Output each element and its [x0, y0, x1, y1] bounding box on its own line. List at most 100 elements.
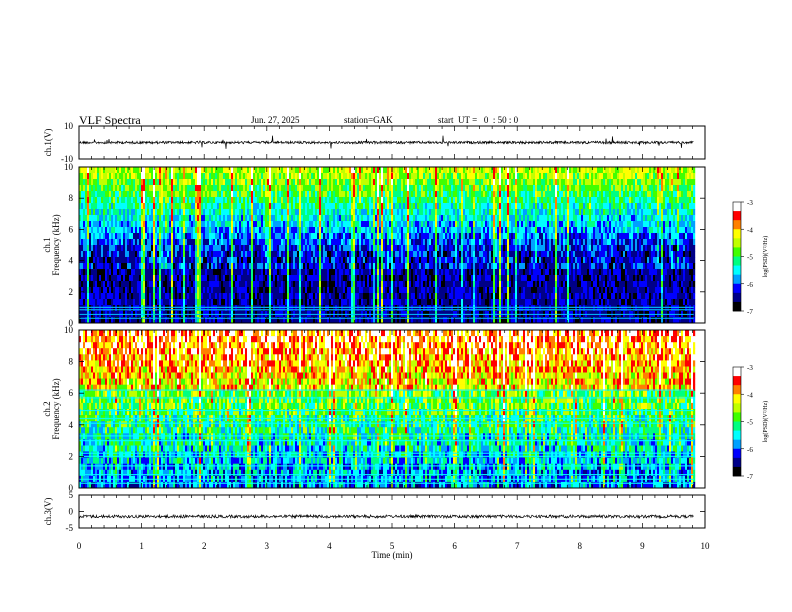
spectrogram-cell [431, 227, 434, 234]
spectrogram-cell [281, 227, 284, 234]
spectrogram-cell [363, 299, 366, 306]
spectrogram-cell [115, 233, 118, 240]
spectrogram-cell [271, 299, 274, 306]
spectrogram-cell [333, 227, 336, 234]
spectrogram-cell [149, 233, 152, 240]
spectrogram-cell [303, 305, 306, 312]
spectrogram-cell [177, 239, 180, 246]
spectrogram-cell [159, 257, 162, 264]
spectrogram-cell [139, 215, 142, 222]
spectrogram-cell [203, 245, 206, 252]
spectrogram-cell [227, 299, 230, 306]
spectrogram-cell [443, 227, 446, 234]
spectrogram-cell [137, 179, 140, 186]
spectrogram-cell [133, 263, 136, 270]
spectrogram-cell [435, 179, 438, 186]
spectrogram-cell [259, 281, 262, 288]
spectrogram-cell [413, 167, 416, 174]
spectrogram-cell [335, 275, 338, 282]
spectrogram-cell [415, 275, 418, 282]
spectrogram-cell [233, 287, 236, 294]
spectrogram-cell [311, 221, 314, 228]
spectrogram-cell [449, 269, 452, 276]
spectrogram-cell [257, 293, 260, 300]
spectrogram-cell [385, 191, 388, 198]
spectrogram-cell [311, 215, 314, 222]
spectrogram-cell [219, 287, 222, 294]
spectrogram-cell [151, 293, 154, 300]
spectrogram-cell [291, 263, 294, 270]
spectrogram-cell [233, 179, 236, 186]
spectrogram-cell [397, 215, 400, 222]
spectrogram-cell [143, 227, 146, 234]
spectrogram-cell [401, 191, 404, 198]
spectrogram-cell [225, 173, 228, 180]
spectrogram-cell [93, 263, 96, 270]
spectrogram-cell [389, 317, 392, 324]
spectrogram-cell [145, 293, 148, 300]
spectrogram-cell [291, 191, 294, 198]
spectrogram-cell [389, 263, 392, 270]
spectrogram-cell [173, 191, 176, 198]
spectrogram-cell [171, 221, 174, 228]
spectrogram-cell [363, 197, 366, 204]
spectrogram-cell [155, 203, 158, 210]
spectrogram-cell [187, 317, 190, 324]
spectrogram-cell [443, 275, 446, 282]
spectrogram-cell [171, 191, 174, 198]
spectrogram-cell [387, 239, 390, 246]
spectrogram-cell [411, 299, 414, 306]
spectrogram-cell [105, 167, 108, 174]
spectrogram-cell [147, 233, 150, 240]
spectrogram-cell [363, 251, 366, 258]
spectrogram-cell [135, 245, 138, 252]
spectrogram-cell [341, 287, 344, 294]
spectrogram-cell [371, 275, 374, 282]
spectrogram-cell [421, 191, 424, 198]
spectrogram-cell [339, 221, 342, 228]
spectrogram-cell [405, 215, 408, 222]
spectrogram-cell [397, 167, 400, 174]
spectrogram-cell [263, 209, 266, 216]
spectrogram-cell [335, 173, 338, 180]
spectrogram-cell [261, 203, 264, 210]
spectrogram-cell [427, 221, 430, 228]
spectrogram-cell [153, 233, 156, 240]
spectrogram-cell [89, 299, 92, 306]
spectrogram-cell [129, 203, 132, 210]
spectrogram-cell [385, 185, 388, 192]
spectrogram-cell [423, 215, 426, 222]
spectrogram-cell [165, 227, 168, 234]
spectrogram-cell [197, 203, 200, 210]
spectrogram-cell [173, 227, 176, 234]
spectrogram-cell [157, 185, 160, 192]
spectrogram-cell [431, 269, 434, 276]
spectrogram-cell [351, 281, 354, 288]
spectrogram-cell [321, 215, 324, 222]
spectrogram-cell [225, 191, 228, 198]
spectrogram-cell [81, 215, 84, 222]
spectrogram-cell [329, 209, 332, 216]
spectrogram-cell [341, 257, 344, 264]
spectrogram-cell [417, 185, 420, 192]
spectrogram-cell [127, 185, 130, 192]
spectrogram-cell [129, 269, 132, 276]
spectrogram-cell [381, 269, 384, 276]
spectrogram-cell [263, 203, 266, 210]
spectrogram-cell [375, 191, 378, 198]
spectrogram-cell [375, 317, 378, 324]
spectrogram-cell [119, 173, 122, 180]
spectrogram-cell [451, 293, 454, 300]
spectrogram-cell [89, 317, 92, 324]
spectrogram-cell [259, 251, 262, 258]
spectrogram-cell [155, 209, 158, 216]
spectrogram-cell [273, 245, 276, 252]
spectrogram-cell [357, 293, 360, 300]
spectrogram-cell [293, 251, 296, 258]
spectrogram-cell [247, 275, 250, 282]
spectrogram-cell [107, 233, 110, 240]
spectrogram-cell [255, 257, 258, 264]
spectrogram-cell [253, 299, 256, 306]
spectrogram-cell [419, 305, 422, 312]
spectrogram-cell [277, 317, 280, 324]
